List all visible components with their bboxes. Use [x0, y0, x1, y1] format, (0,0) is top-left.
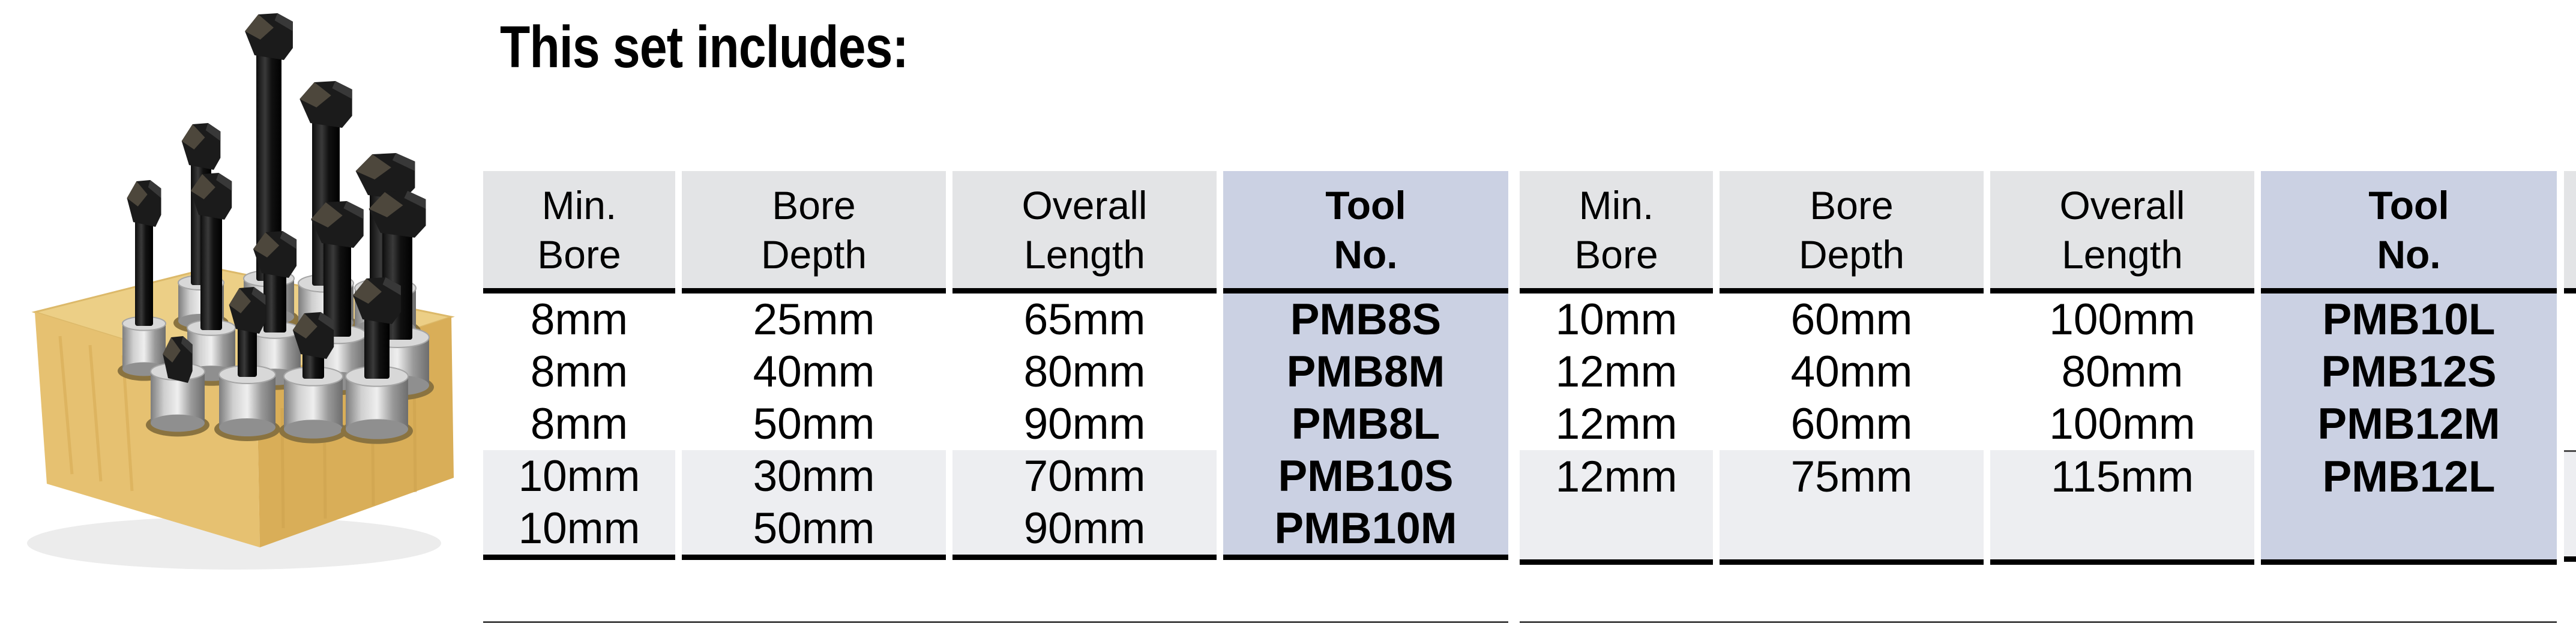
overall-length-cell: 65mm [952, 293, 1217, 346]
column-header-min-bore: Min. Bore [1520, 171, 1713, 293]
overall-length-cell: 80mm [1990, 346, 2254, 398]
overall-length-cell: 80mm [952, 346, 1217, 398]
min-bore-cell: 12mm [1520, 398, 1713, 450]
column-header-tool-no: Tool No. [2261, 171, 2557, 293]
min-bore-cell: 10mm [483, 450, 675, 502]
overall-length-cell: 70mm [952, 450, 1217, 502]
column-header-tool-no: Tool No. [1223, 171, 1508, 293]
min-bore-cell: 8mm [483, 398, 675, 450]
column-header-bore-depth: Bore Depth [682, 171, 946, 293]
tool-number-cell: PMB8L [1223, 398, 1508, 450]
tool-number-cell: PMB12M [2261, 398, 2557, 450]
bore-depth-cell: 30mm [682, 450, 946, 502]
min-bore-cell: 8mm [483, 346, 675, 398]
min-bore-cell: 12mm [1520, 346, 1713, 398]
min-bore-cell: 12mm [1520, 450, 1713, 565]
column-header-overall-length: Overall Length [1990, 171, 2254, 293]
bore-depth-cell: 60mm [1720, 398, 1984, 450]
column-header-min-bore: Min. Bore [483, 171, 675, 293]
bore-depth-cell: 25mm [682, 293, 946, 346]
page-title: This set includes: [500, 13, 986, 81]
tool-number-cell: PMB10M [1223, 502, 1508, 560]
bore-depth-cell: 40mm [1720, 346, 1984, 398]
min-bore-cell: 10mm [483, 502, 675, 560]
product-photo [27, 13, 455, 570]
tool-number-cell: PMB8S [1223, 293, 1508, 346]
column-header-bore-depth: Bore Depth [1720, 171, 1984, 293]
sliver-band [2564, 452, 2576, 562]
column-header-overall-length: Overall Length [952, 171, 1217, 293]
overall-length-cell: 100mm [1990, 398, 2254, 450]
min-bore-cell: 8mm [483, 293, 675, 346]
cropped-next-column-sliver [2564, 171, 2576, 562]
spec-table-right: Min. Bore Bore Depth Overall Length Tool No.… [1520, 171, 2557, 623]
min-bore-cell: 10mm [1520, 293, 1713, 346]
bore-depth-cell: 40mm [682, 346, 946, 398]
sliver-divider [2564, 450, 2576, 452]
bore-depth-cell: 50mm [682, 502, 946, 560]
bore-depth-cell: 75mm [1720, 450, 1984, 565]
tool-number-cell: PMB8M [1223, 346, 1508, 398]
overall-length-cell: 90mm [952, 398, 1217, 450]
overall-length-cell: 100mm [1990, 293, 2254, 346]
overall-length-cell: 115mm [1990, 450, 2254, 565]
tool-number-cell: PMB12L [2261, 450, 2557, 565]
sliver-header [2564, 171, 2576, 293]
tool-number-cell: PMB12S [2261, 346, 2557, 398]
tool-number-cell: PMB10L [2261, 293, 2557, 346]
spec-table-left: Min. Bore Bore Depth Overall Length Tool No.… [483, 171, 1508, 623]
sliver-body [2564, 293, 2576, 450]
bore-depth-cell: 60mm [1720, 293, 1984, 346]
bore-depth-cell: 50mm [682, 398, 946, 450]
tool-number-cell: PMB10S [1223, 450, 1508, 502]
overall-length-cell: 90mm [952, 502, 1217, 560]
page-title-text: This set includes: [500, 14, 909, 80]
